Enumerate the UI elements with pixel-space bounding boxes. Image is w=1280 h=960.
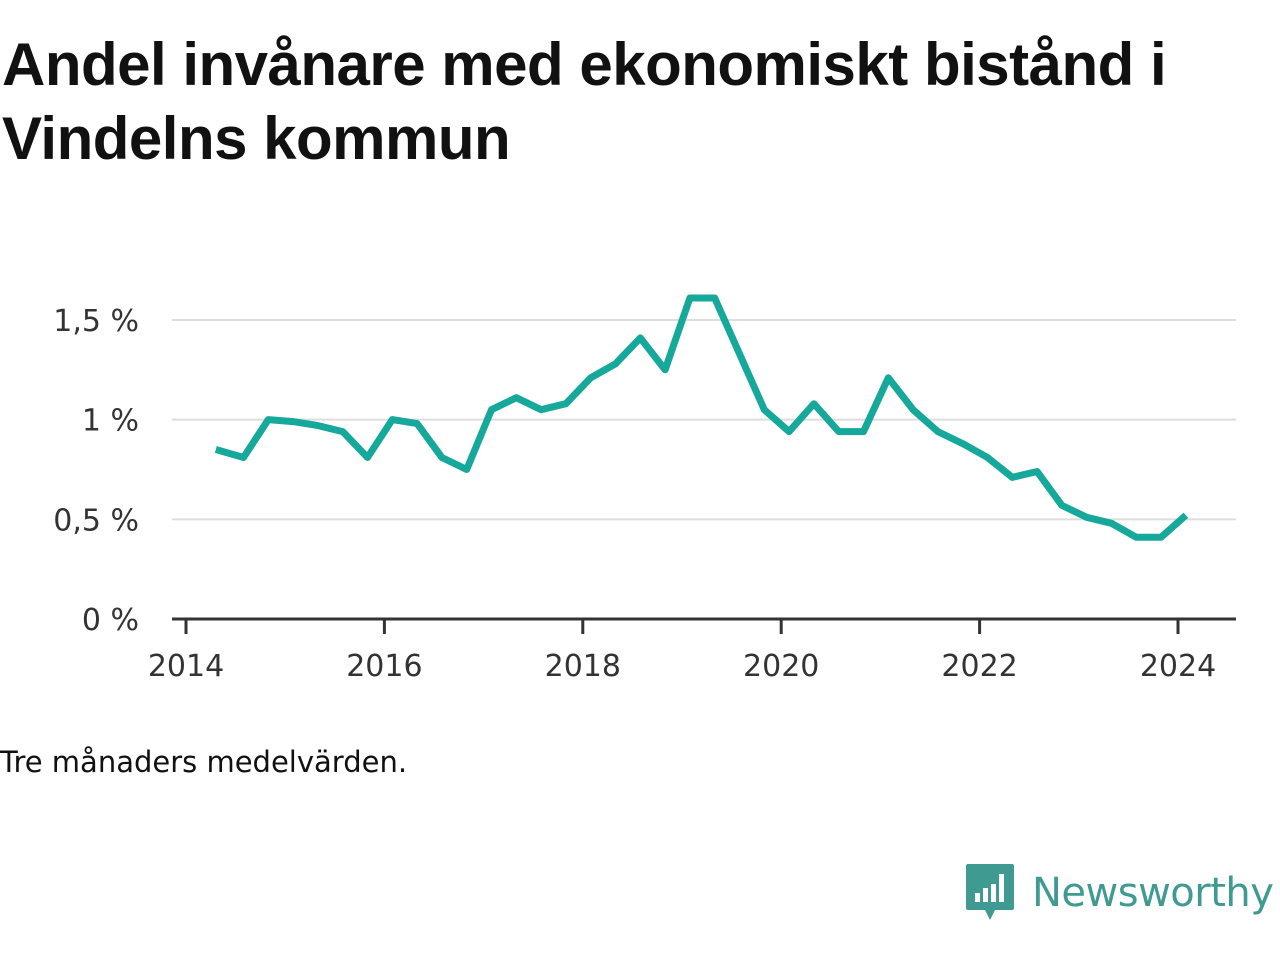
chart-note: Tre månaders medelvärden.: [0, 745, 408, 779]
brand[interactable]: Newsworthy: [964, 862, 1274, 924]
x-tick-label: 2014: [148, 649, 224, 684]
x-tick-label: 2022: [941, 649, 1017, 684]
x-axis-ticks: 2014 2016 2018 2020 2022 2024: [148, 619, 1216, 684]
series-line: [214, 294, 1189, 541]
y-axis-tick-labels: 0 % 0,5 % 1 % 1,5 %: [53, 304, 139, 638]
grid-lines: [172, 318, 1236, 521]
newsworthy-logo-icon: [966, 864, 1014, 920]
y-tick-label: 0,5 %: [53, 503, 139, 538]
chart-title: Andel invånare med ekonomiskt bistånd i …: [2, 31, 1167, 172]
y-tick-label: 1,5 %: [53, 304, 139, 339]
brand-name: Newsworthy: [1032, 870, 1274, 916]
x-tick-label: 2016: [346, 649, 422, 684]
x-tick-label: 2018: [545, 649, 621, 684]
y-tick-label: 1 %: [82, 404, 139, 439]
x-tick-label: 2024: [1140, 649, 1216, 684]
y-tick-label: 0 %: [82, 603, 139, 638]
x-tick-label: 2020: [743, 649, 819, 684]
